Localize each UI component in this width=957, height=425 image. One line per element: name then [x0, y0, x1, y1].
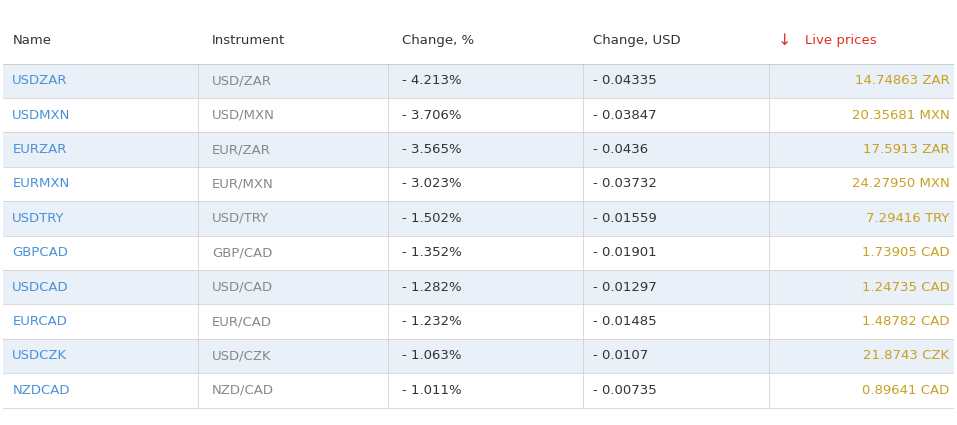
Text: NZDCAD: NZDCAD — [12, 384, 70, 397]
Text: 0.89641 CAD: 0.89641 CAD — [862, 384, 949, 397]
Text: - 0.03847: - 0.03847 — [592, 109, 657, 122]
Text: USD/CZK: USD/CZK — [212, 349, 272, 363]
Text: - 3.565%: - 3.565% — [402, 143, 462, 156]
Text: EURCAD: EURCAD — [12, 315, 67, 328]
Text: 20.35681 MXN: 20.35681 MXN — [852, 109, 949, 122]
Text: - 0.03732: - 0.03732 — [592, 178, 657, 190]
Text: USDCAD: USDCAD — [12, 280, 69, 294]
Text: 14.74863 ZAR: 14.74863 ZAR — [855, 74, 949, 87]
Text: EUR/CAD: EUR/CAD — [212, 315, 272, 328]
Text: USD/MXN: USD/MXN — [212, 109, 275, 122]
Bar — [3, 270, 954, 304]
Text: GBP/CAD: GBP/CAD — [212, 246, 273, 259]
Text: USD/ZAR: USD/ZAR — [212, 74, 272, 87]
Text: Name: Name — [12, 34, 52, 47]
Text: - 1.232%: - 1.232% — [402, 315, 462, 328]
Text: Live prices: Live prices — [805, 34, 877, 47]
Bar — [3, 373, 954, 408]
Text: - 1.282%: - 1.282% — [402, 280, 462, 294]
Bar — [3, 167, 954, 201]
Bar — [3, 304, 954, 339]
Text: 7.29416 TRY: 7.29416 TRY — [866, 212, 949, 225]
Text: USD/TRY: USD/TRY — [212, 212, 269, 225]
Text: 1.48782 CAD: 1.48782 CAD — [862, 315, 949, 328]
Text: EUR/ZAR: EUR/ZAR — [212, 143, 271, 156]
Text: NZD/CAD: NZD/CAD — [212, 384, 274, 397]
Text: - 0.01901: - 0.01901 — [592, 246, 657, 259]
Text: - 0.0436: - 0.0436 — [592, 143, 648, 156]
Text: - 0.01297: - 0.01297 — [592, 280, 657, 294]
Text: USD/CAD: USD/CAD — [212, 280, 273, 294]
Text: Instrument: Instrument — [212, 34, 285, 47]
Text: - 4.213%: - 4.213% — [402, 74, 462, 87]
Text: - 0.00735: - 0.00735 — [592, 384, 657, 397]
Text: USDZAR: USDZAR — [12, 74, 68, 87]
Bar — [3, 201, 954, 235]
Bar — [3, 64, 954, 98]
Bar — [3, 235, 954, 270]
Text: - 1.352%: - 1.352% — [402, 246, 462, 259]
Text: EURMXN: EURMXN — [12, 178, 70, 190]
Text: USDCZK: USDCZK — [12, 349, 67, 363]
Text: 1.24735 CAD: 1.24735 CAD — [861, 280, 949, 294]
Text: - 1.011%: - 1.011% — [402, 384, 462, 397]
Text: - 1.502%: - 1.502% — [402, 212, 462, 225]
Text: EUR/MXN: EUR/MXN — [212, 178, 274, 190]
Bar — [3, 339, 954, 373]
Bar — [3, 3, 954, 64]
Text: 21.8743 CZK: 21.8743 CZK — [863, 349, 949, 363]
Text: - 1.063%: - 1.063% — [402, 349, 462, 363]
Text: - 3.706%: - 3.706% — [402, 109, 462, 122]
Text: GBPCAD: GBPCAD — [12, 246, 68, 259]
Text: 24.27950 MXN: 24.27950 MXN — [852, 178, 949, 190]
Text: - 3.023%: - 3.023% — [402, 178, 462, 190]
Bar — [3, 132, 954, 167]
Text: Change, %: Change, % — [402, 34, 475, 47]
Text: - 0.04335: - 0.04335 — [592, 74, 657, 87]
Bar — [3, 98, 954, 132]
Text: EURZAR: EURZAR — [12, 143, 67, 156]
Text: Change, USD: Change, USD — [592, 34, 680, 47]
Text: - 0.01485: - 0.01485 — [592, 315, 657, 328]
Text: - 0.0107: - 0.0107 — [592, 349, 648, 363]
Text: 1.73905 CAD: 1.73905 CAD — [862, 246, 949, 259]
Text: USDTRY: USDTRY — [12, 212, 65, 225]
Text: 17.5913 ZAR: 17.5913 ZAR — [863, 143, 949, 156]
Text: USDMXN: USDMXN — [12, 109, 71, 122]
Text: ↓: ↓ — [778, 33, 791, 48]
Text: - 0.01559: - 0.01559 — [592, 212, 657, 225]
